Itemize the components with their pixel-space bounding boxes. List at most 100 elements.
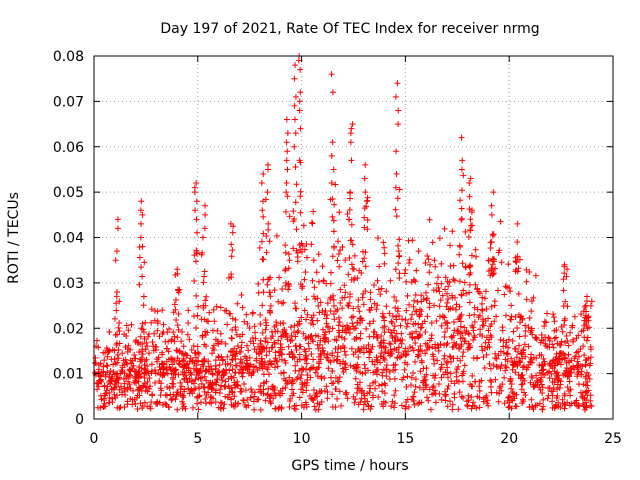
data-point: [438, 322, 445, 329]
data-point: [135, 368, 142, 375]
data-point: [273, 232, 280, 239]
data-point: [439, 292, 446, 299]
data-point: [104, 363, 111, 370]
data-point: [147, 383, 154, 390]
data-point: [538, 351, 545, 358]
data-point: [136, 363, 143, 370]
data-point: [460, 172, 467, 179]
data-point: [224, 321, 231, 328]
data-point: [393, 297, 400, 304]
y-tick-label: 0: [75, 412, 84, 428]
data-point: [225, 383, 232, 390]
data-point: [467, 227, 474, 234]
data-point: [347, 139, 354, 146]
data-point: [478, 343, 485, 350]
data-point: [526, 268, 533, 275]
data-point: [336, 263, 343, 270]
data-point: [398, 340, 405, 347]
data-point: [554, 340, 561, 347]
data-point: [193, 180, 200, 187]
data-point: [257, 382, 264, 389]
data-point: [301, 307, 308, 314]
data-point: [224, 353, 231, 360]
data-point: [418, 298, 425, 305]
data-point: [502, 283, 509, 290]
data-point: [101, 392, 108, 399]
data-point: [496, 384, 503, 391]
data-point: [343, 329, 350, 336]
data-point: [267, 400, 274, 407]
data-point: [503, 350, 510, 357]
data-point: [423, 346, 430, 353]
data-point: [466, 312, 473, 319]
data-point: [294, 249, 301, 256]
data-point: [455, 406, 462, 413]
data-point: [426, 269, 433, 276]
data-point: [232, 362, 239, 369]
data-point: [355, 346, 362, 353]
data-point: [221, 371, 228, 378]
data-point: [336, 209, 343, 216]
data-point: [371, 282, 378, 289]
data-point: [426, 216, 433, 223]
data-point: [332, 181, 339, 188]
data-point: [296, 98, 303, 105]
data-point: [111, 391, 118, 398]
data-point: [522, 353, 529, 360]
data-point: [173, 316, 180, 323]
data-point: [489, 261, 496, 268]
data-point: [505, 344, 512, 351]
data-point: [307, 320, 314, 327]
data-point: [105, 399, 112, 406]
data-point: [346, 206, 353, 213]
data-point: [329, 213, 336, 220]
data-point: [487, 365, 494, 372]
data-point: [467, 175, 474, 182]
data-point: [481, 345, 488, 352]
data-point: [194, 393, 201, 400]
data-point: [143, 339, 150, 346]
data-point: [468, 209, 475, 216]
data-point: [286, 213, 293, 220]
data-point: [110, 368, 117, 375]
data-point: [256, 244, 263, 251]
data-point: [585, 372, 592, 379]
data-point: [168, 370, 175, 377]
data-point: [416, 384, 423, 391]
data-point: [348, 221, 355, 228]
data-point: [270, 383, 277, 390]
data-point: [370, 369, 377, 376]
data-point: [128, 360, 135, 367]
data-point: [519, 364, 526, 371]
data-point: [323, 315, 330, 322]
data-point: [220, 405, 227, 412]
data-point: [311, 403, 318, 410]
data-point: [359, 294, 366, 301]
data-point: [187, 369, 194, 376]
data-point: [396, 312, 403, 319]
data-point: [202, 297, 209, 304]
data-point: [299, 283, 306, 290]
data-point: [449, 228, 456, 235]
data-point: [430, 287, 437, 294]
data-point: [325, 338, 332, 345]
data-point: [399, 376, 406, 383]
data-point: [427, 261, 434, 268]
data-point: [303, 387, 310, 394]
data-point: [176, 286, 183, 293]
data-point: [201, 273, 208, 280]
data-point: [172, 296, 179, 303]
data-point: [431, 302, 438, 309]
data-point: [580, 327, 587, 334]
data-point: [488, 267, 495, 274]
data-point: [337, 360, 344, 367]
data-point: [252, 329, 259, 336]
data-point: [486, 360, 493, 367]
data-point: [471, 403, 478, 410]
data-point: [442, 274, 449, 281]
data-point: [412, 376, 419, 383]
data-point: [544, 310, 551, 317]
data-point: [228, 335, 235, 342]
data-point: [175, 289, 182, 296]
data-point: [382, 349, 389, 356]
